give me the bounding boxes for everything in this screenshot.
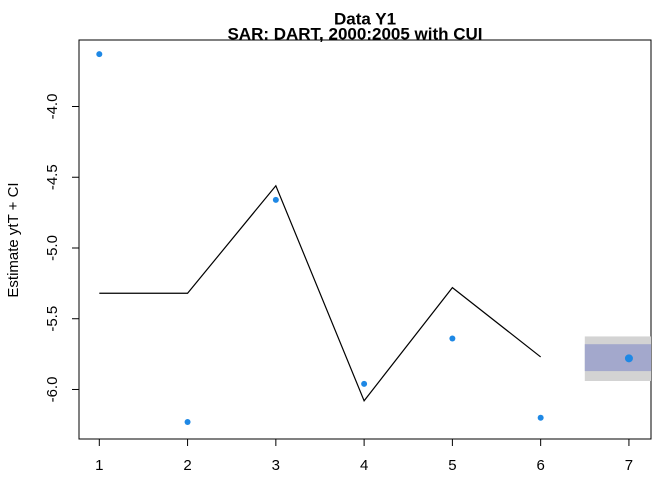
chart-subtitle: SAR: DART, 2000:2005 with CUI [227, 24, 482, 43]
point [184, 419, 191, 426]
x-tick-label: 7 [625, 457, 633, 474]
y-axis-label: Estimate ytT + CI [5, 182, 22, 297]
x-tick-label: 5 [448, 457, 456, 474]
y-tick-label: -4.0 [44, 94, 61, 120]
x-tick-label: 3 [272, 457, 280, 474]
point [361, 380, 368, 387]
y-tick-label: -5.5 [44, 306, 61, 332]
point [449, 335, 456, 342]
point [272, 196, 279, 203]
point [96, 51, 103, 58]
x-tick-label: 2 [183, 457, 191, 474]
line [99, 184, 542, 402]
interval [584, 344, 651, 372]
x-tick-label: 4 [360, 457, 368, 474]
plot-frame [78, 39, 652, 440]
y-tick-label: -6.0 [44, 377, 61, 403]
y-tick-label: -5.0 [44, 235, 61, 261]
point [537, 414, 544, 421]
x-tick-label: 1 [95, 457, 103, 474]
point [624, 354, 633, 363]
chart-title: Data Y1 [334, 9, 396, 28]
y-tick-label: -4.5 [44, 164, 61, 190]
x-tick-label: 6 [536, 457, 544, 474]
